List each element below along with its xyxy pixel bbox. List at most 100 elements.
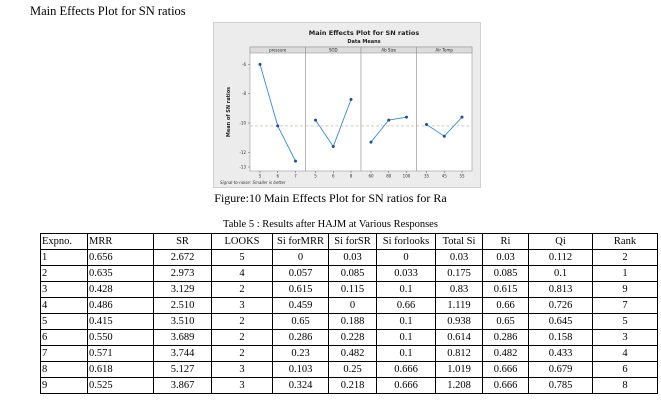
x-tick-label: 5 [259,174,262,179]
table-cell: 0.25 [328,361,377,378]
table-cell: 0.938 [435,313,483,330]
panel-label: Air Temp [436,48,454,53]
panel-label: Ab Size [381,48,396,53]
table-cell: 0.679 [528,361,593,378]
table-cell: 0.482 [482,345,529,362]
panel-header [416,46,473,54]
table-cell: 8 [592,377,658,394]
table-cell: 8 [40,361,88,378]
table-cell: 2.973 [153,265,212,282]
table-row: 5 0.415 3.510 2 0.65 0.188 0.1 0.938 0.65 0.645 5 [40,313,658,330]
table-cell: 0.666 [376,361,436,378]
table-cell: 0.666 [482,361,529,378]
x-tick-label: 8 [350,174,353,179]
table-cell: 0.415 [87,313,154,330]
table-cell: 0.66 [376,297,436,314]
table-cell: 9 [592,281,658,298]
table-row: 4 0.486 2.510 3 0.459 0 0.66 1.119 0.66 0.726 7 [40,297,658,314]
table-cell: 0.571 [87,345,154,362]
panel-frame [249,46,306,172]
table-cell: 0.726 [528,297,593,314]
data-point [387,118,391,122]
table-cell: 0.66 [482,297,529,314]
table-cell: 6 [40,329,88,346]
table-cell: 0 [272,249,329,266]
table-cell: 2 [592,249,658,266]
table-cell: 0.428 [87,281,154,298]
table-cell: 0.085 [482,265,529,282]
table-header-cell: LOOKS [211,233,273,250]
table-cell: 0.615 [482,281,529,298]
table-cell: 0.615 [272,281,329,298]
data-point [425,122,428,126]
table-cell: 2 [40,265,88,282]
x-tick-label: 100 [403,174,411,179]
table-cell: 3 [40,281,88,298]
x-tick-label: 35 [424,174,430,179]
x-tick-label: 60 [368,174,374,179]
x-tick-label: 6 [276,174,279,179]
table-cell: 0.175 [435,265,483,282]
table-cell: 0.115 [328,281,377,298]
table-cell: 0.785 [528,377,593,394]
table-cell: 1 [592,265,658,282]
table-row: 2 0.635 2.973 4 0.057 0.085 0.033 0.175 0.085 0.1… [40,265,658,282]
table-cell: 0.1 [376,313,436,330]
table-row: 6 0.550 3.689 2 0.286 0.228 0.1 0.614 0.286 0.158… [40,329,658,346]
table-cell: 3.867 [153,377,212,394]
table-cell: 5.127 [153,361,212,378]
table-row: 8 0.618 5.127 3 0.103 0.25 0.666 1.019 0.666 0.67… [40,361,658,378]
panel-label: SOD [329,48,338,53]
panel-frame [305,46,362,172]
data-point [276,124,280,128]
x-tick-label: 6 [332,174,335,179]
table-cell: 3 [211,377,273,394]
table-row: 9 0.525 3.867 3 0.324 0.218 0.666 1.208 0.666 0.7… [40,377,658,394]
data-point [349,98,353,102]
data-point [258,62,262,66]
table-cell: 0.1 [376,345,436,362]
table-cell: 0.482 [328,345,377,362]
table-header-cell: Expno. [40,233,88,250]
table-cell: 0.645 [528,313,593,330]
table-cell: 3 [211,361,273,378]
table-cell: 0.812 [435,345,483,362]
table-cell: 3.129 [153,281,212,298]
table-header-cell: MRR [87,233,154,250]
table-cell: 0.033 [376,265,436,282]
table-cell: 0 [376,249,436,266]
table-cell: 0.218 [328,377,377,394]
table-cell: 0.085 [328,265,377,282]
table-cell: 0.324 [272,377,329,394]
panel-label: pressure [269,48,287,53]
table-cell: 0.614 [435,329,483,346]
x-tick-label: 45 [442,174,448,179]
table-cell: 0 [328,297,377,314]
data-point [331,144,335,148]
table-header-cell: Si forlooks [376,233,436,250]
table-cell: 2 [211,345,273,362]
table-header-cell: Ri [482,233,529,250]
table-cell: 9 [40,377,88,394]
table-cell: 2.510 [153,297,212,314]
table-cell: 2 [211,281,273,298]
table-cell: 0.03 [482,249,529,266]
table-cell: 0.188 [328,313,377,330]
table-header-cell: Si forSR [328,233,377,250]
chart-title: Main Effects Plot for SN ratios [309,29,420,37]
table-row: 3 0.428 3.129 2 0.615 0.115 0.1 0.83 0.615 0.813 9 [40,281,658,298]
x-tick-label: 5 [314,174,317,179]
table-cell: 0.228 [328,329,377,346]
table-cell: 0.03 [435,249,483,266]
table-header-cell: SR [153,233,212,250]
table-header-cell: Qi [528,233,593,250]
x-tick-label: 55 [459,174,465,179]
data-point [405,115,408,119]
table-cell: 0.65 [272,313,329,330]
table-cell: 3 [592,329,658,346]
y-tick-label: -12 [239,150,246,155]
table-cell: 6 [592,361,658,378]
table-cell: 0.1 [376,329,436,346]
table-cell: 0.656 [87,249,154,266]
table-cell: 0.525 [87,377,154,394]
